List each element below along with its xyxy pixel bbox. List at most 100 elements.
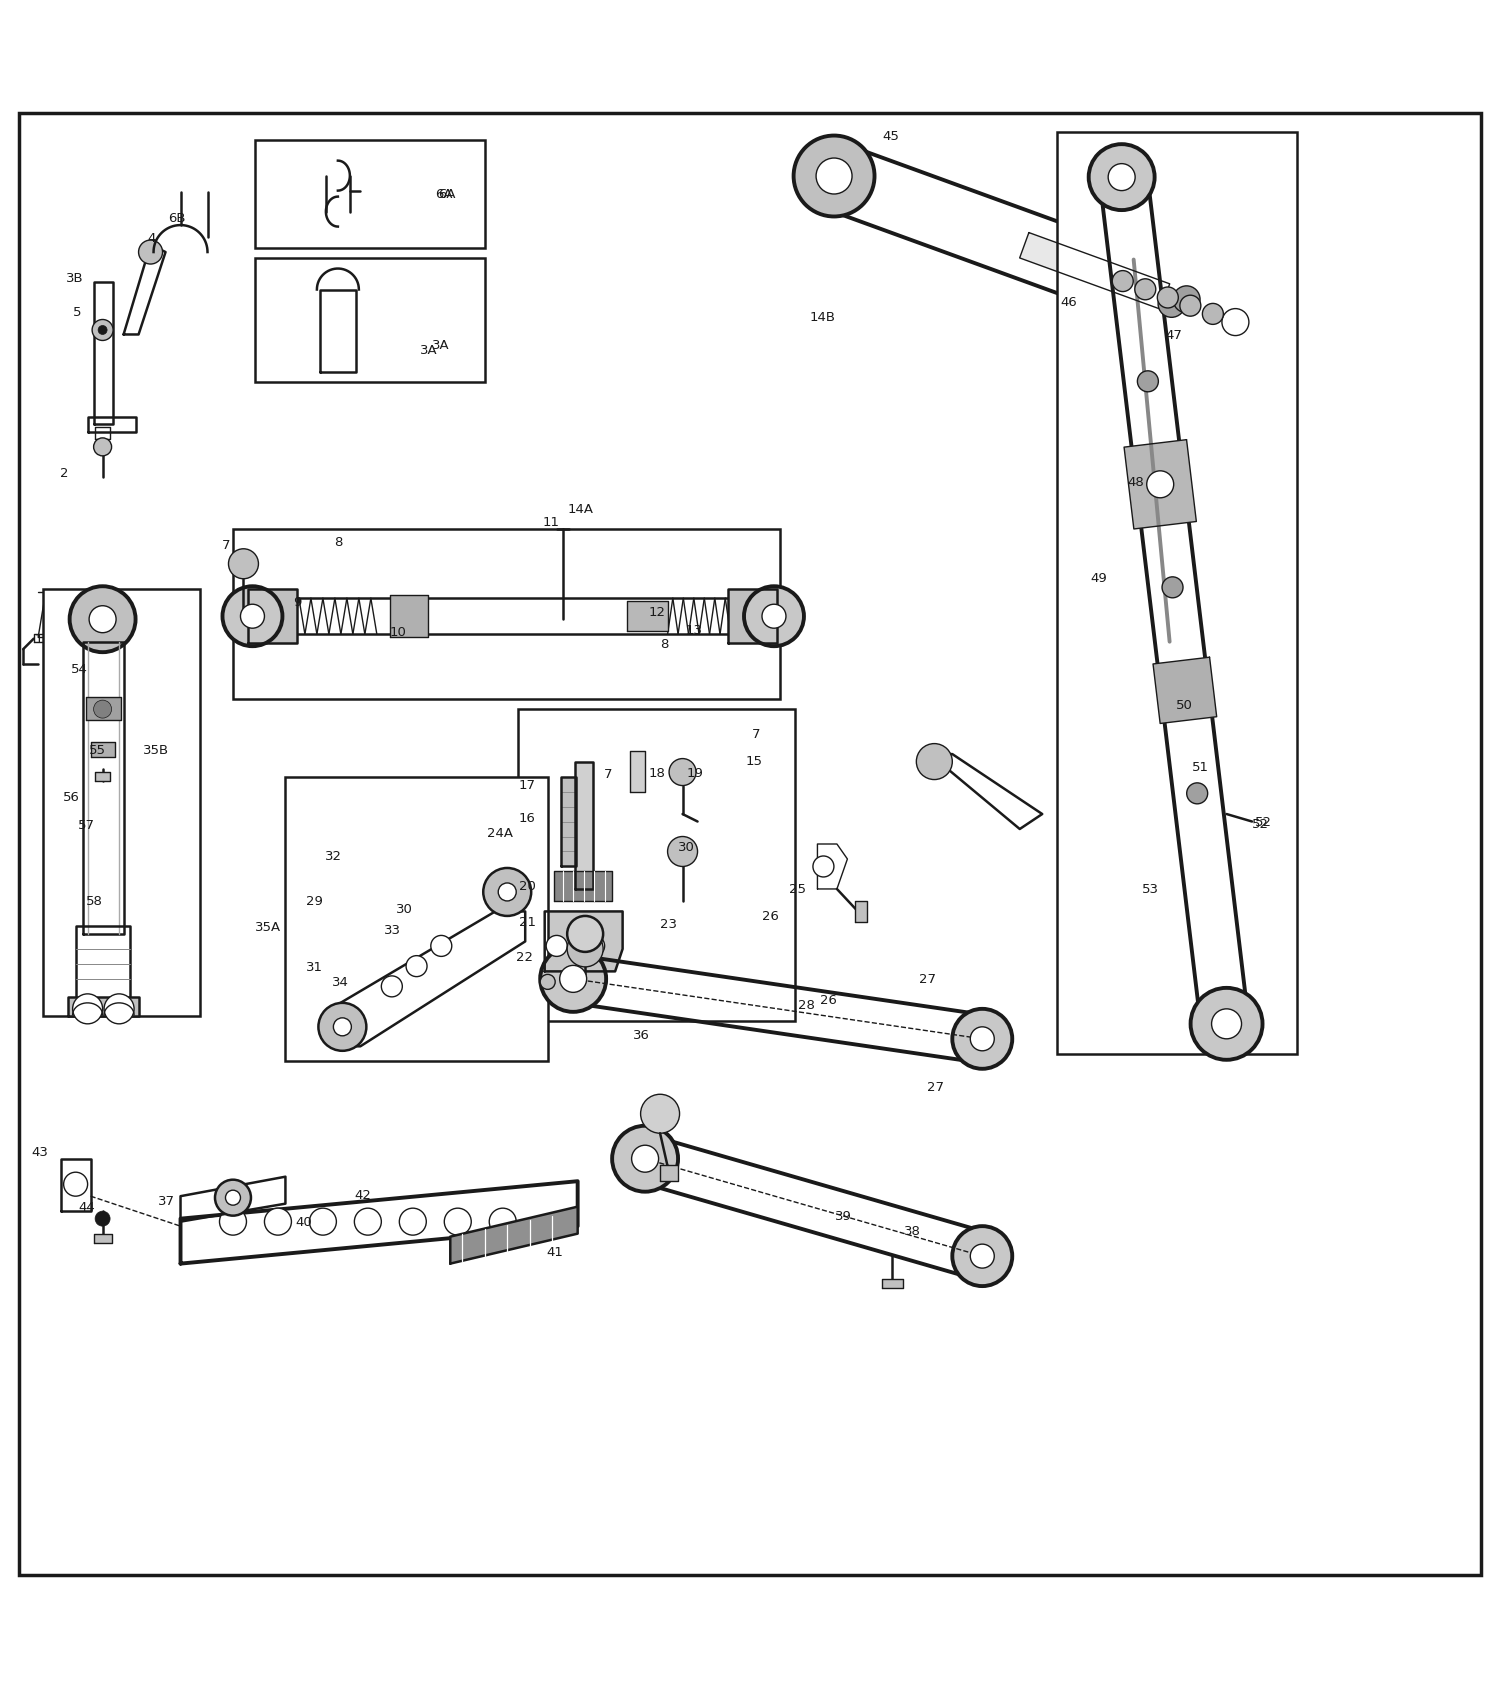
Circle shape bbox=[240, 605, 264, 628]
Circle shape bbox=[489, 1208, 516, 1235]
Text: 14B: 14B bbox=[810, 311, 836, 324]
Polygon shape bbox=[639, 1137, 988, 1279]
Circle shape bbox=[1173, 287, 1200, 314]
Text: 54: 54 bbox=[70, 662, 87, 676]
Circle shape bbox=[222, 586, 282, 647]
Polygon shape bbox=[855, 902, 867, 922]
Text: 27: 27 bbox=[920, 973, 936, 986]
Polygon shape bbox=[1124, 441, 1197, 530]
Text: 50: 50 bbox=[1176, 699, 1192, 711]
Text: 5: 5 bbox=[74, 306, 81, 319]
Circle shape bbox=[399, 1208, 426, 1235]
Circle shape bbox=[1108, 164, 1136, 191]
Circle shape bbox=[88, 606, 116, 633]
Text: Rendered by LeadVenture, Inc.: Rendered by LeadVenture, Inc. bbox=[1262, 1554, 1467, 1566]
Circle shape bbox=[669, 758, 696, 785]
Circle shape bbox=[584, 936, 604, 958]
Circle shape bbox=[567, 917, 603, 953]
Text: 13: 13 bbox=[686, 623, 702, 637]
Circle shape bbox=[225, 1191, 240, 1206]
Bar bbox=[1058, 133, 1298, 1054]
Circle shape bbox=[567, 931, 603, 968]
Text: 48: 48 bbox=[1128, 476, 1144, 488]
Circle shape bbox=[546, 936, 567, 958]
Polygon shape bbox=[320, 291, 356, 373]
Circle shape bbox=[1212, 1010, 1242, 1039]
Circle shape bbox=[540, 946, 606, 1012]
Text: 22: 22 bbox=[516, 951, 532, 963]
Circle shape bbox=[632, 1145, 658, 1172]
Text: 32: 32 bbox=[326, 850, 342, 863]
Text: 43: 43 bbox=[32, 1145, 48, 1159]
Text: MP38835: MP38835 bbox=[33, 1549, 120, 1566]
Polygon shape bbox=[93, 282, 112, 426]
Text: 31: 31 bbox=[306, 961, 322, 975]
Circle shape bbox=[1136, 280, 1156, 301]
Polygon shape bbox=[818, 844, 848, 890]
Polygon shape bbox=[554, 872, 612, 902]
Circle shape bbox=[354, 1208, 381, 1235]
Bar bbox=[285, 777, 548, 1062]
Circle shape bbox=[381, 976, 402, 997]
Polygon shape bbox=[248, 589, 297, 644]
Polygon shape bbox=[285, 600, 735, 635]
Text: 19: 19 bbox=[687, 767, 703, 779]
Circle shape bbox=[612, 1127, 678, 1192]
Text: 38: 38 bbox=[904, 1225, 921, 1238]
Text: 26: 26 bbox=[821, 993, 837, 1007]
Text: 55: 55 bbox=[88, 743, 105, 757]
Circle shape bbox=[1186, 784, 1208, 804]
Text: 3B: 3B bbox=[66, 272, 82, 285]
Text: 9: 9 bbox=[292, 595, 302, 608]
Circle shape bbox=[1203, 291, 1269, 356]
Circle shape bbox=[794, 137, 874, 218]
Text: 21: 21 bbox=[519, 915, 536, 929]
Circle shape bbox=[104, 995, 134, 1024]
Circle shape bbox=[952, 1226, 1012, 1287]
Text: 52: 52 bbox=[1256, 816, 1272, 829]
Polygon shape bbox=[330, 912, 525, 1047]
Bar bbox=[255, 258, 484, 383]
Text: 23: 23 bbox=[660, 917, 676, 931]
Text: 47: 47 bbox=[1166, 329, 1182, 341]
Text: 26: 26 bbox=[762, 910, 778, 922]
Circle shape bbox=[1113, 272, 1132, 292]
Text: 20: 20 bbox=[519, 880, 536, 893]
Text: 39: 39 bbox=[836, 1209, 852, 1223]
Text: 6A: 6A bbox=[438, 187, 456, 201]
Polygon shape bbox=[68, 997, 138, 1017]
Text: 6A: 6A bbox=[435, 187, 453, 201]
Text: 7: 7 bbox=[222, 539, 230, 551]
Polygon shape bbox=[33, 635, 68, 642]
Circle shape bbox=[406, 956, 427, 976]
Polygon shape bbox=[86, 698, 120, 720]
Circle shape bbox=[762, 605, 786, 628]
Circle shape bbox=[214, 1181, 250, 1216]
Polygon shape bbox=[627, 601, 668, 632]
Text: 35A: 35A bbox=[255, 921, 280, 934]
Text: 40: 40 bbox=[296, 1216, 312, 1228]
Text: 12: 12 bbox=[648, 606, 664, 618]
Text: 11: 11 bbox=[542, 517, 560, 529]
Text: 7: 7 bbox=[603, 767, 612, 780]
Polygon shape bbox=[94, 772, 110, 782]
Circle shape bbox=[816, 159, 852, 194]
Circle shape bbox=[72, 995, 102, 1024]
Polygon shape bbox=[561, 777, 576, 866]
Text: 16: 16 bbox=[519, 811, 536, 824]
Text: 52: 52 bbox=[1252, 817, 1269, 829]
Text: 33: 33 bbox=[384, 924, 400, 936]
Text: 56: 56 bbox=[63, 790, 80, 802]
Circle shape bbox=[93, 439, 111, 456]
Circle shape bbox=[668, 838, 698, 866]
Polygon shape bbox=[728, 589, 777, 644]
Text: 2: 2 bbox=[60, 466, 68, 480]
Circle shape bbox=[1222, 309, 1250, 336]
Circle shape bbox=[498, 883, 516, 902]
Circle shape bbox=[309, 1208, 336, 1235]
Circle shape bbox=[1191, 988, 1263, 1061]
Text: 3A: 3A bbox=[432, 339, 450, 353]
Circle shape bbox=[1158, 287, 1179, 309]
Circle shape bbox=[1203, 304, 1224, 326]
Polygon shape bbox=[180, 1182, 578, 1263]
